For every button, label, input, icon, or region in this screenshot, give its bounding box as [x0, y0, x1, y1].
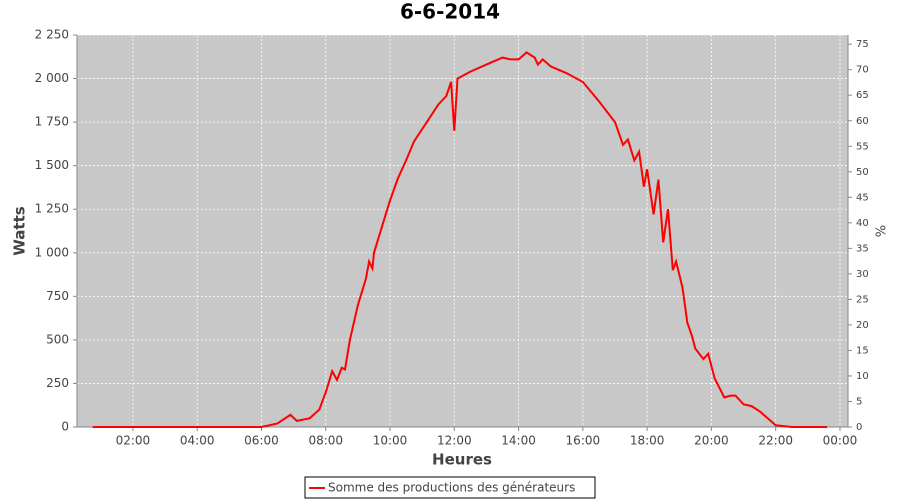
y2-tick-label: 0 — [856, 422, 862, 433]
x-tick-label: 00:00 — [823, 434, 858, 448]
legend-label: Somme des productions des générateurs — [328, 481, 575, 495]
chart-title: 6-6-2014 — [400, 0, 500, 24]
y2-tick-label: 25 — [856, 294, 869, 305]
x-tick-label: 02:00 — [116, 434, 151, 448]
y2-tick-label: 55 — [856, 141, 869, 152]
y2-tick-label: 70 — [856, 65, 869, 76]
y2-tick-label: 50 — [856, 167, 869, 178]
y2-tick-label: 30 — [856, 269, 869, 280]
y-tick-label: 1 750 — [35, 115, 69, 129]
y2-axis-label: % — [875, 225, 890, 237]
y2-tick-label: 75 — [856, 39, 869, 50]
x-tick-label: 16:00 — [566, 434, 601, 448]
x-tick-label: 18:00 — [630, 434, 665, 448]
y2-tick-label: 65 — [856, 90, 869, 101]
legend — [304, 476, 596, 499]
y-tick-label: 1 250 — [35, 202, 69, 216]
x-tick-label: 06:00 — [244, 434, 279, 448]
x-tick-label: 20:00 — [694, 434, 729, 448]
x-tick-label: 14:00 — [501, 434, 536, 448]
y2-tick-label: 45 — [856, 192, 869, 203]
y2-tick-label: 15 — [856, 345, 869, 356]
x-tick-label: 12:00 — [437, 434, 472, 448]
plot-area — [77, 35, 848, 427]
y2-tick-label: 10 — [856, 371, 869, 382]
x-axis-label: Heures — [432, 451, 492, 469]
y2-tick-label: 60 — [856, 116, 869, 127]
x-tick-label: 22:00 — [758, 434, 793, 448]
y2-tick-label: 40 — [856, 218, 869, 229]
y2-tick-label: 35 — [856, 243, 869, 254]
y2-tick-label: 20 — [856, 320, 869, 331]
y-tick-label: 250 — [46, 376, 69, 390]
y-tick-label: 500 — [46, 332, 69, 346]
x-tick-label: 08:00 — [308, 434, 343, 448]
y-tick-label: 1 500 — [35, 158, 69, 172]
y-tick-label: 0 — [61, 420, 69, 434]
y-tick-label: 750 — [46, 289, 69, 303]
y-tick-label: 2 000 — [35, 71, 69, 85]
y-tick-label: 1 000 — [35, 245, 69, 259]
x-tick-label: 04:00 — [180, 434, 215, 448]
y-tick-label: 2 250 — [35, 28, 69, 42]
y2-tick-label: 5 — [856, 396, 862, 407]
line-series — [92, 51, 828, 428]
x-tick-label: 10:00 — [373, 434, 408, 448]
y-axis-label: Watts — [11, 206, 29, 255]
